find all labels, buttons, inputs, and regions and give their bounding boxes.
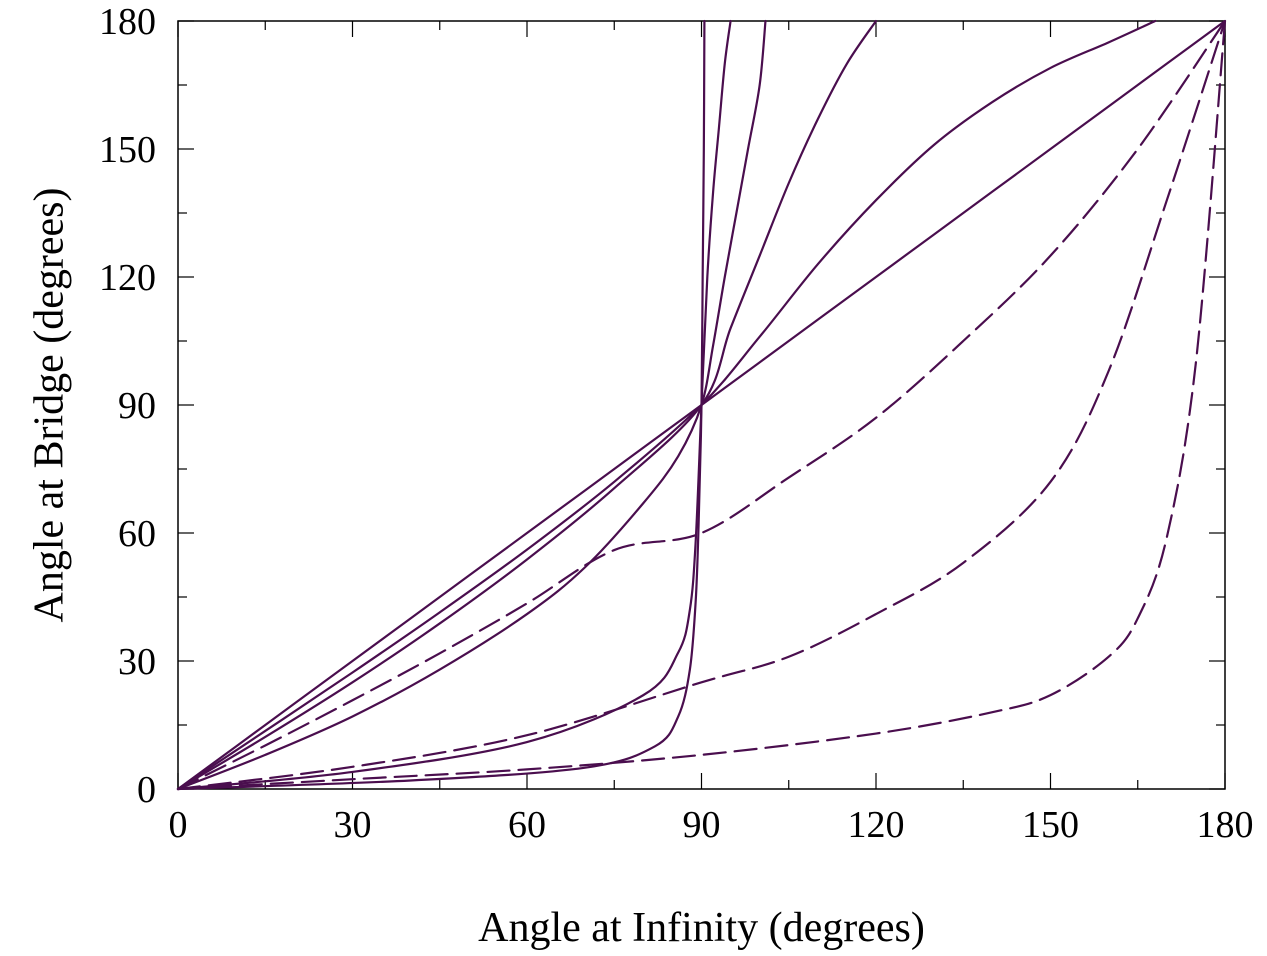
x-tick-label: 0 (169, 804, 188, 846)
y-tick-label: 180 (99, 1, 156, 43)
series-group (176, 19, 1227, 791)
solid-series-line-3 (176, 19, 878, 791)
x-tick-label: 120 (848, 804, 905, 846)
tick-labels-group: 0 30 60 90 120 150 180 0 30 60 90 120 150 180 (99, 1, 1254, 846)
axis-ticks-group (177, 20, 1226, 790)
solid-series-line-6 (176, 19, 706, 791)
y-tick-label: 150 (99, 129, 156, 171)
y-tick-label: 90 (118, 385, 156, 427)
x-tick-label: 180 (1197, 804, 1254, 846)
x-tick-label: 60 (508, 804, 546, 846)
dashed-series-line-7 (176, 19, 1227, 791)
y-tick-label: 30 (118, 641, 156, 683)
y-tick-label: 60 (118, 513, 156, 555)
dashed-series-line-9 (176, 19, 1227, 791)
solid-series-line-4 (176, 19, 767, 791)
x-tick-label: 150 (1022, 804, 1079, 846)
solid-series-line-2 (176, 19, 1157, 791)
x-axis-title: Angle at Infinity (degrees) (478, 905, 925, 951)
y-tick-label: 0 (137, 769, 156, 811)
x-tick-label: 90 (683, 804, 721, 846)
x-tick-label: 30 (334, 804, 372, 846)
dashed-series-line-8 (176, 19, 1227, 791)
y-tick-label: 120 (99, 257, 156, 299)
y-axis-title: Angle at Bridge (degrees) (27, 188, 73, 623)
solid-series-line-5 (176, 19, 732, 791)
